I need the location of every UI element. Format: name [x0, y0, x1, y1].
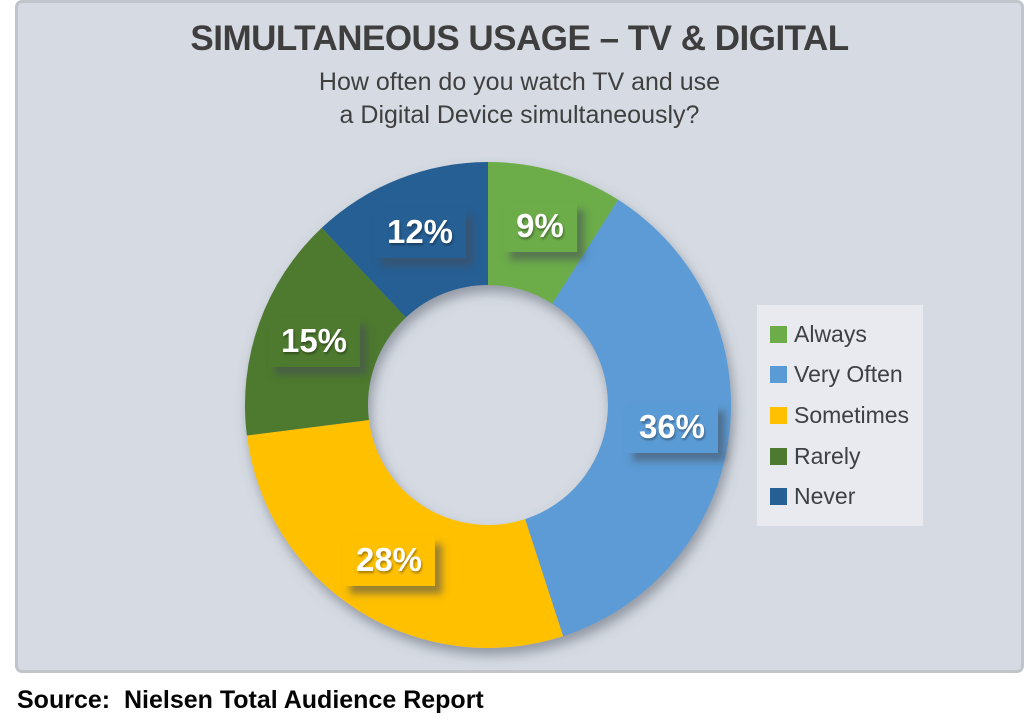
data-label-rarely: 15%: [267, 317, 361, 367]
data-label-never: 12%: [373, 208, 467, 258]
legend-swatch-never: [770, 488, 787, 506]
legend-item-never: Never: [770, 483, 919, 510]
legend-swatch-sometimes: [770, 406, 787, 424]
legend-swatch-rarely: [770, 447, 787, 465]
legend-item-sometimes: Sometimes: [770, 402, 919, 429]
legend-item-always: Always: [770, 321, 919, 348]
legend-swatch-very-often: [770, 366, 787, 384]
legend-swatch-always: [770, 325, 787, 343]
data-label-very-often: 36%: [625, 403, 719, 453]
legend-label-very-often: Very Often: [794, 361, 903, 388]
legend: Always Very Often Sometimes Rarely Never: [757, 305, 923, 526]
chart-subtitle-line1: How often do you watch TV and use: [318, 68, 721, 96]
legend-label-always: Always: [794, 320, 867, 347]
data-label-always: 9%: [503, 202, 577, 252]
legend-label-never: Never: [794, 483, 856, 510]
data-label-sometimes: 28%: [342, 536, 436, 586]
chart-panel: SIMULTANEOUS USAGE – TV & DIGITAL How of…: [15, 0, 1024, 673]
legend-label-rarely: Rarely: [794, 442, 861, 469]
chart-subtitle: How often do you watch TV and use a Digi…: [18, 66, 1021, 132]
legend-item-rarely: Rarely: [770, 443, 919, 470]
source-caption: Source: Nielsen Total Audience Report: [0, 673, 1024, 728]
chart-subtitle-line2: a Digital Device simultaneously?: [339, 101, 700, 129]
legend-item-very-often: Very Often: [770, 361, 919, 388]
donut-slice-sometimes: [246, 420, 564, 649]
legend-label-sometimes: Sometimes: [794, 401, 910, 428]
chart-title: SIMULTANEOUS USAGE – TV & DIGITAL: [190, 19, 849, 58]
